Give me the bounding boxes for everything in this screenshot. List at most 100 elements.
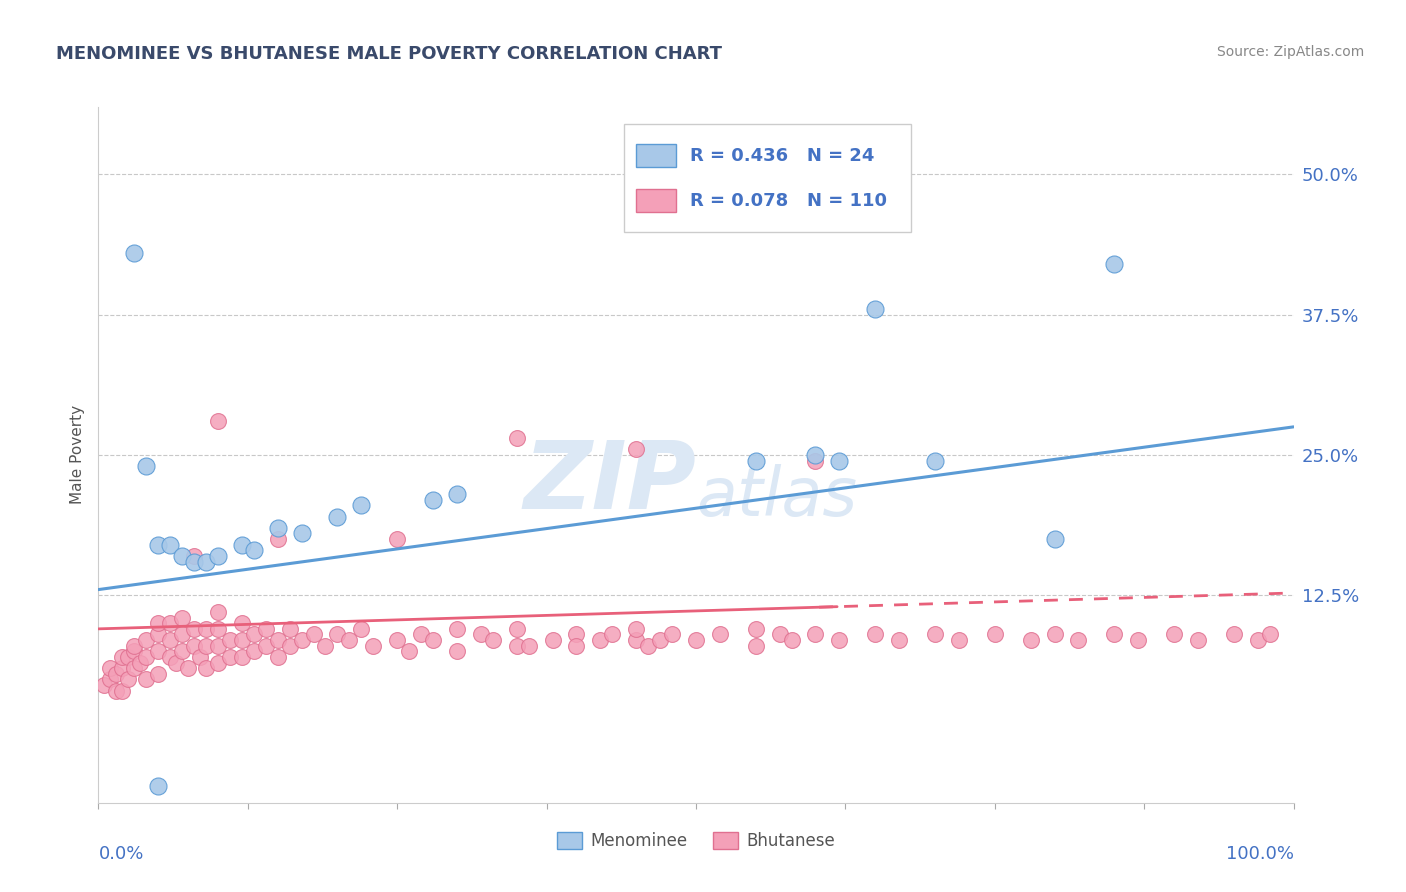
Point: [889, 633, 911, 648]
Point: [148, 779, 170, 793]
Point: [129, 656, 152, 670]
Point: [165, 656, 187, 670]
Point: [302, 627, 325, 641]
Point: [291, 633, 314, 648]
Point: [148, 627, 170, 641]
Point: [446, 487, 468, 501]
Point: [148, 538, 170, 552]
Point: [865, 627, 887, 641]
Point: [105, 666, 128, 681]
Point: [183, 549, 205, 563]
Text: R = 0.078   N = 110: R = 0.078 N = 110: [690, 192, 887, 210]
Point: [626, 622, 648, 636]
Point: [768, 627, 790, 641]
Text: R = 0.436   N = 24: R = 0.436 N = 24: [690, 147, 875, 165]
Point: [1043, 532, 1066, 546]
Point: [339, 633, 361, 648]
Bar: [637, 189, 676, 212]
Point: [231, 633, 253, 648]
Point: [195, 639, 218, 653]
Point: [315, 639, 337, 653]
Point: [422, 633, 444, 648]
Point: [1163, 627, 1185, 641]
Text: ZIP: ZIP: [523, 437, 696, 529]
Point: [124, 639, 146, 653]
Point: [804, 627, 827, 641]
Point: [780, 633, 803, 648]
Point: [648, 633, 672, 648]
Point: [626, 442, 648, 457]
Point: [1067, 633, 1090, 648]
Point: [93, 678, 115, 692]
Point: [828, 633, 851, 648]
Point: [326, 509, 349, 524]
Point: [195, 622, 218, 636]
Point: [231, 616, 253, 631]
Point: [602, 627, 624, 641]
Point: [745, 639, 768, 653]
Point: [195, 555, 218, 569]
Point: [1104, 627, 1126, 641]
Point: [1019, 633, 1042, 648]
Point: [506, 431, 529, 445]
Point: [159, 649, 181, 664]
Point: [865, 301, 887, 316]
Point: [105, 683, 128, 698]
Point: [1043, 627, 1066, 641]
Point: [111, 683, 134, 698]
Point: [446, 644, 468, 658]
Point: [183, 622, 205, 636]
Point: [517, 639, 540, 653]
Point: [207, 605, 229, 619]
Point: [326, 627, 349, 641]
Point: [828, 453, 851, 467]
Text: 0.0%: 0.0%: [98, 845, 143, 863]
Point: [183, 555, 205, 569]
FancyBboxPatch shape: [624, 124, 911, 232]
Point: [98, 673, 122, 687]
Point: [243, 627, 266, 641]
Legend: Menominee, Bhutanese: Menominee, Bhutanese: [551, 826, 841, 857]
Point: [207, 656, 229, 670]
Point: [254, 639, 277, 653]
Point: [541, 633, 564, 648]
Point: [159, 633, 181, 648]
Point: [243, 644, 266, 658]
Point: [172, 549, 194, 563]
Point: [219, 633, 242, 648]
Point: [243, 543, 266, 558]
Point: [506, 622, 529, 636]
Point: [267, 633, 290, 648]
Point: [183, 639, 205, 653]
Point: [685, 633, 707, 648]
Point: [135, 459, 157, 474]
Point: [98, 661, 122, 675]
Point: [207, 639, 229, 653]
Point: [195, 661, 218, 675]
Point: [124, 246, 146, 260]
Point: [350, 499, 373, 513]
Point: [709, 627, 731, 641]
Point: [1187, 633, 1209, 648]
Point: [422, 492, 444, 507]
Point: [637, 639, 659, 653]
Point: [661, 627, 683, 641]
Point: [363, 639, 385, 653]
Point: [254, 622, 277, 636]
Point: [924, 453, 946, 467]
Point: [398, 644, 420, 658]
Point: [207, 414, 229, 428]
Point: [207, 549, 229, 563]
Text: Source: ZipAtlas.com: Source: ZipAtlas.com: [1216, 45, 1364, 59]
Point: [231, 538, 253, 552]
Point: [135, 649, 157, 664]
Point: [159, 538, 181, 552]
Point: [172, 610, 194, 624]
Point: [565, 627, 588, 641]
Point: [278, 622, 301, 636]
Point: [219, 649, 242, 664]
Point: [124, 644, 146, 658]
Point: [231, 649, 253, 664]
Point: [117, 649, 139, 664]
Point: [565, 639, 588, 653]
